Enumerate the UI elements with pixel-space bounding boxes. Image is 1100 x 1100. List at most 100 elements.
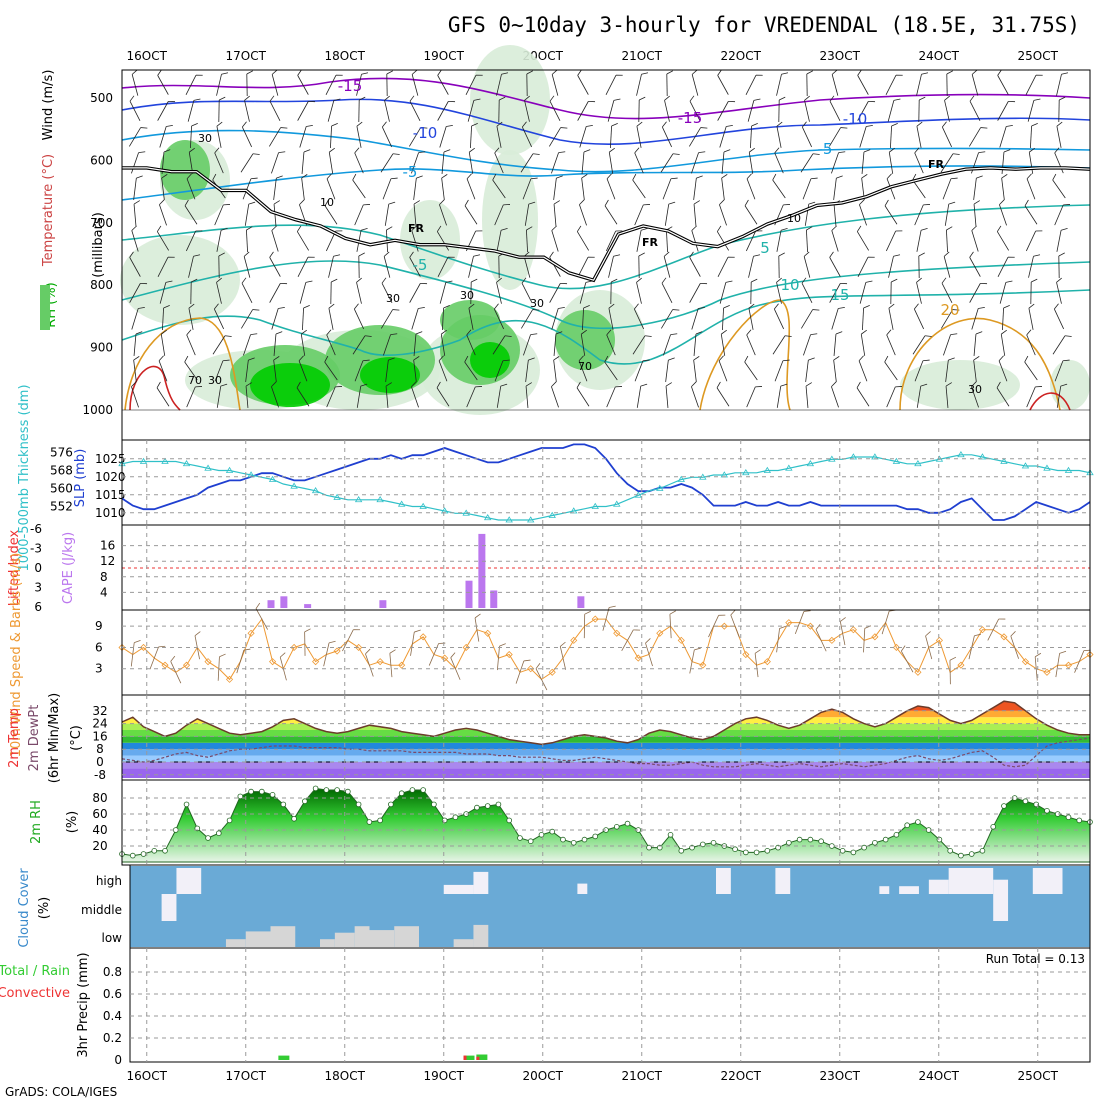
rh-area [121,787,1091,863]
li-axis-label: Lifted Index [7,529,22,606]
wind-barb-upper [216,383,228,408]
wind-barb-staff [470,125,472,149]
wind-barb-flag [437,69,442,76]
rh-marker [441,817,448,824]
cape-bar [280,596,288,608]
wind-barb-staff [271,74,279,96]
wind-barb-upper [805,382,812,408]
wind-barb-upper [185,74,203,95]
wind-barb-staff [773,308,785,330]
wind-barb-flag [615,386,623,388]
wind-barb-upper [998,355,1008,382]
wind-barb-staff [884,205,898,225]
wind-barb-flag [700,282,708,285]
wind-barb-staff [236,650,245,674]
wind-speed-marker [462,643,470,652]
wind-barb-upper [748,254,761,278]
wind-barb-flag [916,277,922,283]
wind-barb-flag [170,655,176,662]
rh-marker [624,820,631,827]
wind-barb-upper [577,256,595,277]
wind-barb-flag [700,127,708,129]
wind-barb-flag [275,331,283,335]
wind-barb-flag [365,648,371,655]
li-tick-label: -6 [30,522,42,536]
wind-barb-upper [748,303,755,330]
wind-barb-upper [689,251,701,277]
wind-barb-upper [973,200,980,226]
wind-barb-flag [1034,652,1042,658]
wind-barb-flag [833,356,840,361]
wind-barb-staff [859,282,867,304]
wind-barb-flag [919,96,926,101]
wind-barb-staff [691,308,699,330]
wind-barb-staff [1025,230,1037,252]
wind-barb-staff [216,230,222,252]
wind-barb-upper [436,381,450,407]
wind-barb-staff [661,126,673,148]
wind-barb-upper [133,356,140,382]
wind-barb-upper [918,252,925,279]
wind-barb-upper [129,251,141,277]
wind-barb-upper [638,252,645,279]
wind-barb-upper [216,72,229,96]
wind-barb-staff [608,308,614,330]
wind-barb-10m [689,647,701,674]
wind-barb-upper [186,329,196,356]
wind-barb-upper [606,173,616,200]
rh-tick-label: 40 [92,823,107,837]
wind-barb-flag [138,151,146,153]
wind-barb-staff [271,230,279,252]
wind-barb-upper [297,256,315,277]
wind-barb-flag [134,640,141,644]
temp-color-band [122,749,1090,756]
wind-barb-staff [746,334,756,356]
wind-barb-upper [664,95,670,122]
thickness-marker [397,500,406,507]
wind-barb-staff [580,334,586,356]
wind-barb-staff [916,386,922,408]
wind-barb-staff [828,127,842,147]
wind-speed-marker [806,622,814,630]
wind-barb-staff [606,178,616,200]
wind-barb-flag [133,356,140,361]
cape-bar [465,580,473,608]
wind-barb-flag [195,386,203,388]
wind-barb-upper [581,174,588,200]
isotherm-label: 15 [830,286,849,304]
wind-speed-marker [247,629,255,637]
wind-speed-marker [1000,633,1008,641]
wind-barb-upper [1058,252,1065,279]
wind-barb-flag [689,95,695,102]
wind-barb-flag [838,151,846,153]
wind-barb-upper [861,149,871,174]
wind-barb-flag [780,383,788,387]
wind-speed-marker [591,615,599,623]
wind-barb-flag [305,280,313,283]
wind-barb-upper [496,72,509,96]
wind-barb-flag [946,226,953,231]
wind-barb-upper [831,151,846,174]
wind-barb-flag [392,309,400,311]
cloud-cover-segment [716,868,731,894]
rh-marker [527,838,534,844]
precip-total-bar [463,1055,475,1060]
thickness-marker [742,468,750,476]
wind-barb-10m [535,663,548,691]
wind-barb-staff [466,334,476,356]
rh-marker [409,787,416,793]
wind-barb-flag [219,96,226,101]
wind-barb-flag [269,95,275,102]
wind-barb-staff [776,126,782,148]
wind-barb-staff [523,256,531,278]
wind-barb-staff [553,334,557,356]
wind-barb-staff [945,360,949,382]
wind-barb-upper [1002,304,1010,331]
wind-barb-staff [185,230,197,252]
wind-barb-flag [243,648,251,651]
wind-barb-staff [719,204,727,226]
rh-marker [312,785,319,792]
wind-barb-flag [576,225,582,232]
wind-barb-staff [636,74,642,96]
wind-barb-flag [801,277,807,284]
